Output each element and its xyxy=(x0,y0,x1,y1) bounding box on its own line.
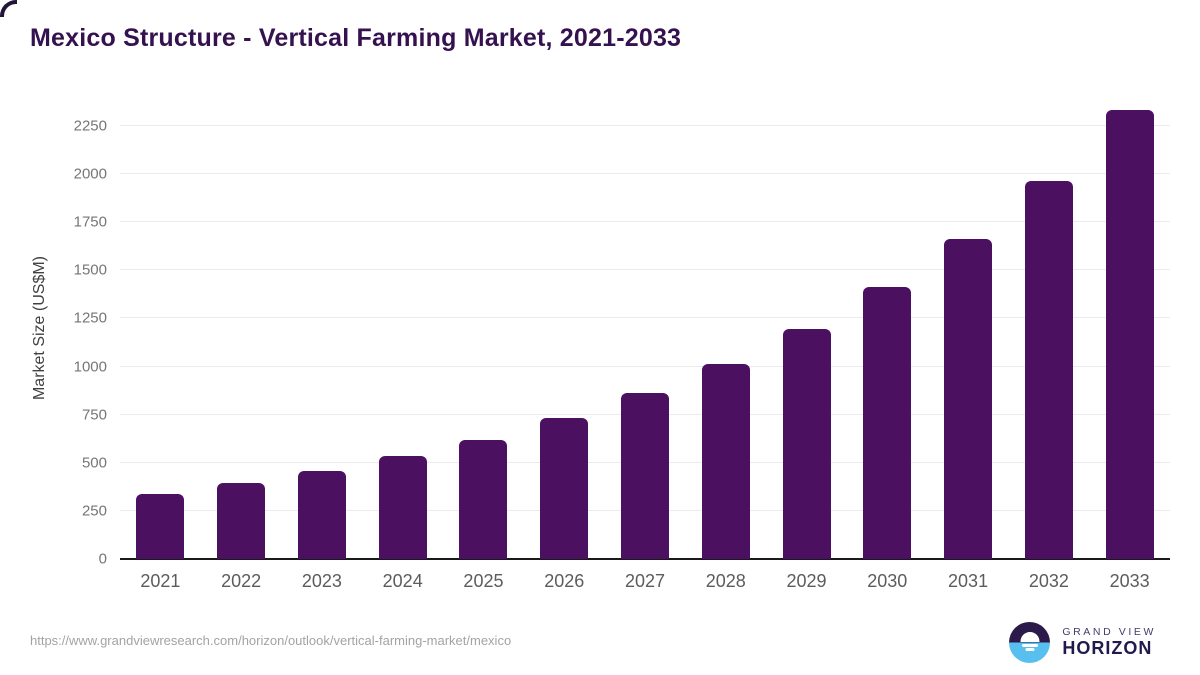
bar-2029[interactable] xyxy=(782,328,831,559)
gridline-1750 xyxy=(120,221,1170,223)
logo-reflection-stripe xyxy=(1021,643,1038,647)
x-label-2032: 2032 xyxy=(1028,571,1069,591)
y-tick-1500: 1500 xyxy=(73,261,107,279)
gridline-1000 xyxy=(120,365,1170,367)
x-label-2028: 2028 xyxy=(705,571,746,591)
gridline-1500 xyxy=(120,269,1170,271)
bar-2031[interactable] xyxy=(944,239,993,559)
brand-logo[interactable]: GRAND VIEW HORIZON xyxy=(1009,621,1156,663)
bar-2030[interactable] xyxy=(863,286,912,559)
x-label-2031: 2031 xyxy=(948,571,989,591)
y-tick-2250: 2250 xyxy=(73,117,107,135)
bar-2021[interactable] xyxy=(136,493,185,559)
x-label-2022: 2022 xyxy=(221,571,262,591)
bar-2025[interactable] xyxy=(459,439,508,559)
x-label-2024: 2024 xyxy=(382,571,423,591)
bar-2033[interactable] xyxy=(1105,110,1154,559)
y-tick-500: 500 xyxy=(81,454,107,472)
y-tick-2000: 2000 xyxy=(73,165,107,183)
x-label-2025: 2025 xyxy=(463,571,504,591)
bar-2023[interactable] xyxy=(297,471,346,559)
bar-2026[interactable] xyxy=(540,418,589,559)
y-tick-1000: 1000 xyxy=(73,358,107,375)
logo-brand-bottom: HORIZON xyxy=(1062,637,1153,658)
x-label-2021: 2021 xyxy=(140,571,181,591)
logo-text: GRAND VIEW HORIZON xyxy=(1062,626,1156,659)
bar-2032[interactable] xyxy=(1024,180,1073,559)
gridline-2250 xyxy=(120,124,1170,126)
corner-decoration xyxy=(0,0,17,17)
bar-2024[interactable] xyxy=(378,456,427,559)
source-url: https://www.grandviewresearch.com/horizo… xyxy=(30,633,512,648)
x-label-2029: 2029 xyxy=(786,571,827,591)
x-axis-line xyxy=(120,558,1170,560)
x-label-2027: 2027 xyxy=(624,571,666,591)
gridline-1250 xyxy=(120,317,1170,319)
y-tick-0: 0 xyxy=(98,550,107,568)
y-tick-250: 250 xyxy=(81,502,107,520)
logo-reflection-stripe xyxy=(1025,648,1035,652)
chart-title: Mexico Structure - Vertical Farming Mark… xyxy=(30,24,682,52)
plot-area: 0 250 500 750 1000 1250 1500 1750 2000 2250 2021 20… xyxy=(74,97,1170,591)
x-label-2023: 2023 xyxy=(301,571,342,591)
y-tick-1750: 1750 xyxy=(73,213,107,231)
logo-sun-shape xyxy=(1020,632,1040,642)
y-axis-label: Market Size (US$M) xyxy=(31,255,48,401)
bar-2028[interactable] xyxy=(701,364,750,559)
y-tick-1250: 1250 xyxy=(73,309,107,327)
x-label-2026: 2026 xyxy=(544,571,585,591)
horizon-logo-icon xyxy=(1009,621,1051,663)
bar-2022[interactable] xyxy=(217,483,266,559)
bar-2027[interactable] xyxy=(621,393,669,559)
x-label-2030: 2030 xyxy=(867,571,908,591)
y-tick-750: 750 xyxy=(81,406,107,424)
logo-brand-top: GRAND VIEW xyxy=(1062,625,1156,638)
gridline-2000 xyxy=(120,173,1170,174)
x-label-2033: 2033 xyxy=(1109,571,1150,591)
